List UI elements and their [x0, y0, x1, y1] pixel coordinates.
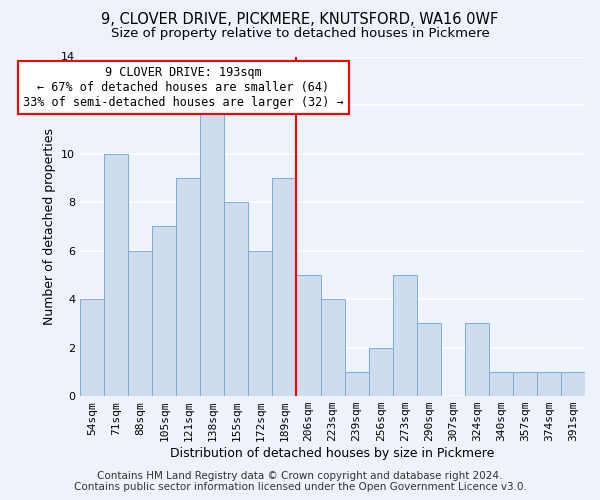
Bar [561, 372, 585, 396]
Bar [537, 372, 561, 396]
Bar [392, 275, 416, 396]
Bar [513, 372, 537, 396]
Text: Size of property relative to detached houses in Pickmere: Size of property relative to detached ho… [110, 28, 490, 40]
Bar [152, 226, 176, 396]
Bar [344, 372, 368, 396]
Bar [489, 372, 513, 396]
Bar [224, 202, 248, 396]
Bar [320, 299, 344, 396]
Bar [368, 348, 392, 396]
X-axis label: Distribution of detached houses by size in Pickmere: Distribution of detached houses by size … [170, 447, 495, 460]
Bar [80, 299, 104, 396]
Text: 9, CLOVER DRIVE, PICKMERE, KNUTSFORD, WA16 0WF: 9, CLOVER DRIVE, PICKMERE, KNUTSFORD, WA… [101, 12, 499, 28]
Bar [248, 250, 272, 396]
Text: 9 CLOVER DRIVE: 193sqm
← 67% of detached houses are smaller (64)
33% of semi-det: 9 CLOVER DRIVE: 193sqm ← 67% of detached… [23, 66, 344, 109]
Y-axis label: Number of detached properties: Number of detached properties [43, 128, 56, 325]
Bar [176, 178, 200, 396]
Text: Contains HM Land Registry data © Crown copyright and database right 2024.
Contai: Contains HM Land Registry data © Crown c… [74, 471, 526, 492]
Bar [416, 324, 441, 396]
Bar [128, 250, 152, 396]
Bar [104, 154, 128, 396]
Bar [465, 324, 489, 396]
Bar [296, 275, 320, 396]
Bar [272, 178, 296, 396]
Bar [200, 105, 224, 396]
